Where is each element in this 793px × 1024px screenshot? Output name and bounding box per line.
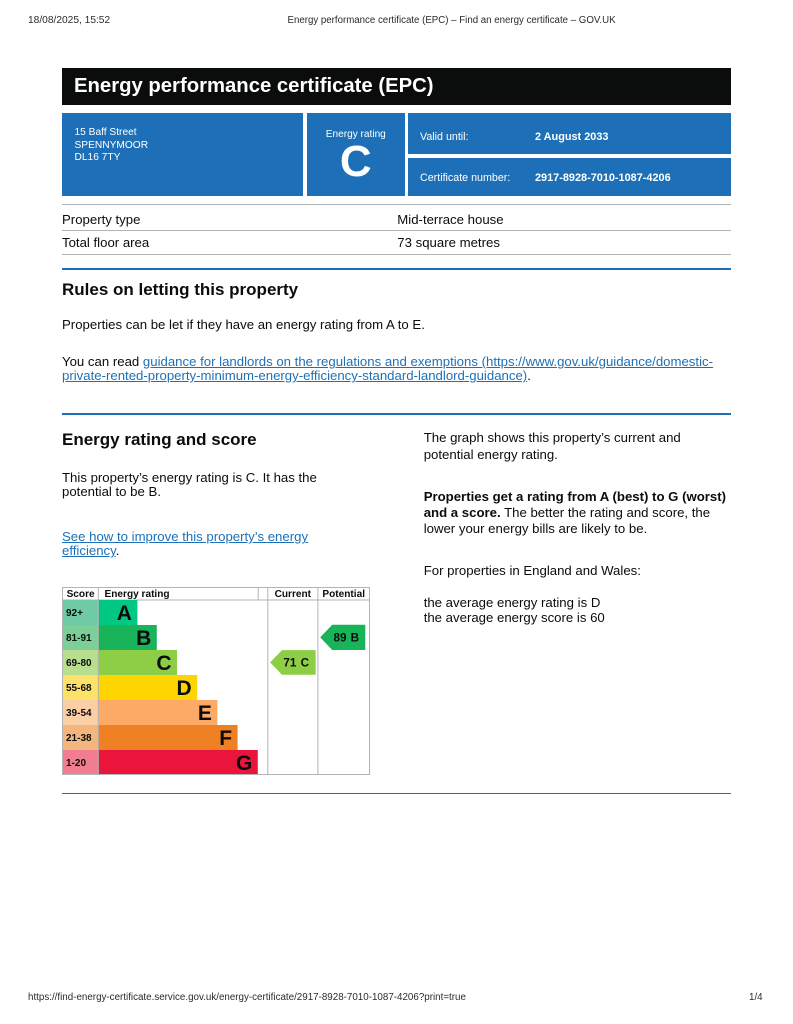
svg-text:55-68: 55-68	[66, 683, 92, 694]
svg-text:Score: Score	[67, 589, 95, 600]
svg-text:1-20: 1-20	[66, 758, 86, 769]
svg-text:Current: Current	[275, 589, 312, 600]
svg-text:89 B: 89 B	[333, 631, 359, 644]
svg-text:E: E	[198, 702, 212, 725]
svg-text:39-54: 39-54	[66, 708, 92, 719]
svg-text:A: A	[117, 602, 132, 625]
svg-text:92+: 92+	[66, 608, 83, 619]
svg-text:B: B	[136, 627, 151, 650]
svg-text:Potential: Potential	[322, 589, 365, 600]
svg-text:F: F	[219, 727, 232, 750]
svg-text:71 C: 71 C	[283, 657, 309, 670]
svg-text:69-80: 69-80	[66, 658, 92, 669]
svg-text:C: C	[156, 652, 171, 675]
svg-text:21-38: 21-38	[66, 733, 92, 744]
svg-text:D: D	[177, 677, 192, 700]
svg-text:G: G	[236, 752, 252, 775]
svg-text:81-91: 81-91	[66, 633, 92, 644]
svg-text:Energy rating: Energy rating	[105, 589, 170, 600]
